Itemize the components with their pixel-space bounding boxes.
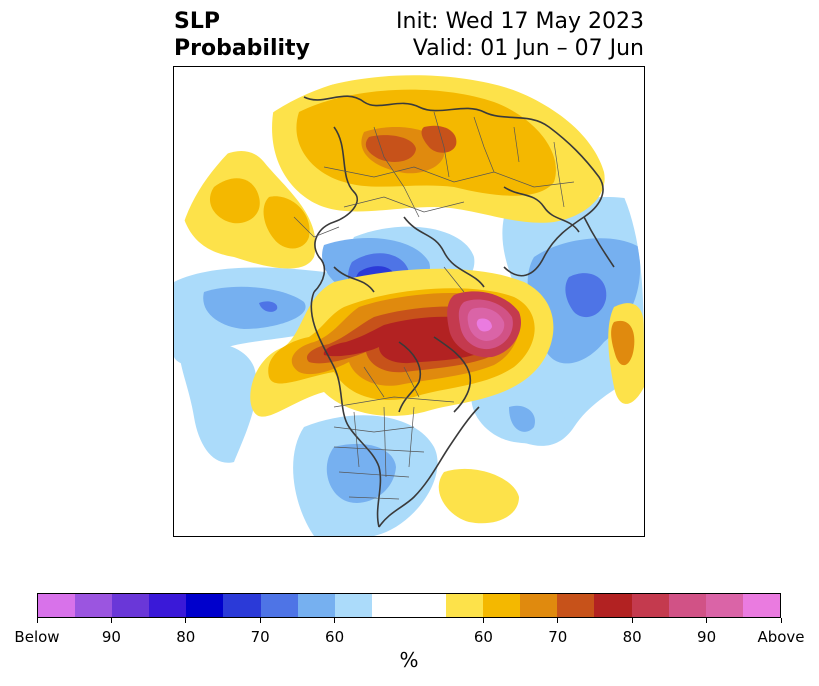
colorbar-tick-mark <box>482 618 484 623</box>
colorbar-segment <box>297 594 335 617</box>
colorbar-tick-label: 70 <box>250 628 270 646</box>
init-date: Init: Wed 17 May 2023 <box>396 9 644 34</box>
colorbar-segment <box>557 594 595 617</box>
colorbar-tick-label: Below <box>14 628 60 646</box>
colorbar-tick-mark <box>334 618 336 623</box>
map-title: SLP Probability <box>174 8 310 62</box>
above-normal-region-maximum <box>447 291 521 358</box>
colorbar-segment <box>38 594 76 617</box>
colorbar-segment <box>520 594 558 617</box>
polar-map-svg <box>174 75 644 536</box>
colorbar-tick-mark <box>706 618 708 623</box>
colorbar-tick-label: 60 <box>473 628 493 646</box>
colorbar-tick-mark <box>185 618 187 623</box>
colorbar-segment <box>149 594 187 617</box>
colorbar-tick-mark <box>631 618 633 623</box>
colorbar <box>37 593 781 618</box>
political-borders <box>293 111 575 500</box>
colorbar-segment <box>223 594 261 617</box>
colorbar-segment <box>446 594 484 617</box>
colorbar-tick-label: 90 <box>697 628 717 646</box>
colorbar-segment <box>742 594 780 617</box>
colorbar-unit-label: % <box>399 648 419 672</box>
colorbar-segment <box>186 594 224 617</box>
colorbar-tick-label: 80 <box>176 628 196 646</box>
colorbar-segment <box>75 594 113 617</box>
colorbar-tick-mark <box>36 618 38 623</box>
colorbar-tick-label: Above <box>757 628 805 646</box>
colorbar-segment <box>631 594 669 617</box>
colorbar-segment <box>371 594 409 617</box>
colorbar-segment <box>594 594 632 617</box>
colorbar-tick-mark <box>780 618 782 623</box>
title-line-2: Probability <box>174 36 310 61</box>
colorbar-segment <box>705 594 743 617</box>
colorbar-tick-mark <box>259 618 261 623</box>
coastlines <box>303 95 615 528</box>
colorbar-segment <box>334 594 372 617</box>
probability-map <box>173 66 645 537</box>
valid-period: Valid: 01 Jun – 07 Jun <box>412 36 644 61</box>
colorbar-tick-mark <box>557 618 559 623</box>
colorbar-tick-mark <box>110 618 112 623</box>
map-subtitle: Init: Wed 17 May 2023 Valid: 01 Jun – 07… <box>396 8 644 62</box>
colorbar-tick-label: 70 <box>548 628 568 646</box>
colorbar-tick-label: 80 <box>622 628 642 646</box>
colorbar-tick-label: 90 <box>101 628 121 646</box>
colorbar-segment <box>260 594 298 617</box>
colorbar-segment <box>668 594 706 617</box>
colorbar-tick-label: 60 <box>325 628 345 646</box>
colorbar-segment <box>483 594 521 617</box>
colorbar-segment <box>408 594 447 617</box>
title-line-1: SLP <box>174 9 220 34</box>
colorbar-segment <box>112 594 150 617</box>
